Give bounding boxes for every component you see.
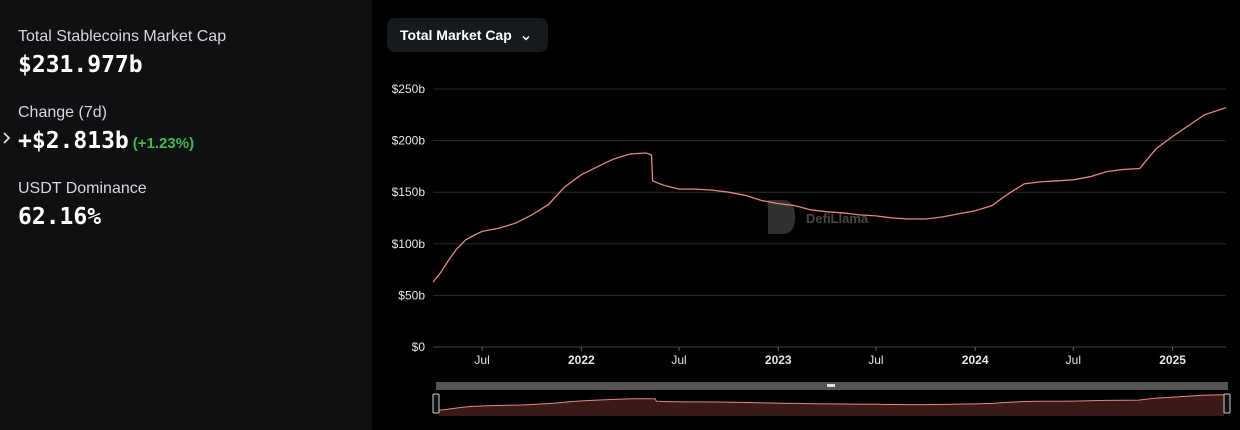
brush-grip-icon[interactable] [827, 384, 835, 387]
defillama-watermark: DefiLlama [768, 200, 869, 234]
usdt-dominance-value: 62.16% [18, 204, 102, 230]
x-tick-label: 2023 [765, 353, 792, 367]
y-tick-label: $200b [392, 134, 426, 148]
x-tick-label: 2024 [962, 353, 989, 367]
y-axis: $0 $50b $100b $150b $200b $250b [392, 82, 426, 354]
y-tick-label: $50b [398, 288, 425, 302]
x-tick-label: 2022 [568, 353, 595, 367]
chevron-right-icon[interactable] [2, 131, 14, 145]
change-7d-label: Change (7d) [18, 104, 107, 121]
x-tick-label: 2025 [1159, 353, 1186, 367]
total-market-cap-value: $231.977b [18, 52, 143, 78]
x-tick-label: Jul [1066, 353, 1081, 367]
watermark-text: DefiLlama [806, 211, 869, 226]
chart-panel [372, 0, 1240, 430]
metric-dropdown-label: Total Market Cap [400, 27, 512, 43]
market-cap-line [432, 106, 1227, 283]
x-tick-label: Jul [868, 353, 883, 367]
y-tick-label: $250b [392, 82, 426, 96]
chevron-down-icon [521, 30, 531, 41]
range-brush[interactable] [432, 382, 1231, 416]
y-tick-label: $0 [412, 340, 426, 354]
usdt-dominance-label: USDT Dominance [18, 180, 147, 197]
stats-panel: Total Stablecoins Market Cap $231.977b C… [0, 0, 372, 430]
y-tick-label: $100b [392, 237, 426, 251]
x-axis: Jul 2022 Jul 2023 Jul 2024 Jul 2025 [474, 347, 1186, 367]
chart-grid [433, 88, 1226, 348]
y-tick-label: $150b [392, 185, 426, 199]
change-7d-row: +$2.813b (+1.23%) [18, 128, 194, 154]
brush-preview-area [439, 394, 1224, 416]
change-7d-value: +$2.813b [18, 128, 129, 154]
x-tick-label: Jul [671, 353, 686, 367]
brush-handle-right[interactable] [1223, 393, 1231, 414]
metric-dropdown[interactable]: Total Market Cap [387, 18, 548, 52]
total-market-cap-label: Total Stablecoins Market Cap [18, 28, 227, 45]
brush-handle-left[interactable] [432, 393, 440, 414]
brush-preview-line [438, 394, 1225, 411]
change-7d-percent: (+1.23%) [132, 135, 195, 152]
x-tick-label: Jul [474, 353, 489, 367]
llama-logo-icon [768, 200, 795, 234]
